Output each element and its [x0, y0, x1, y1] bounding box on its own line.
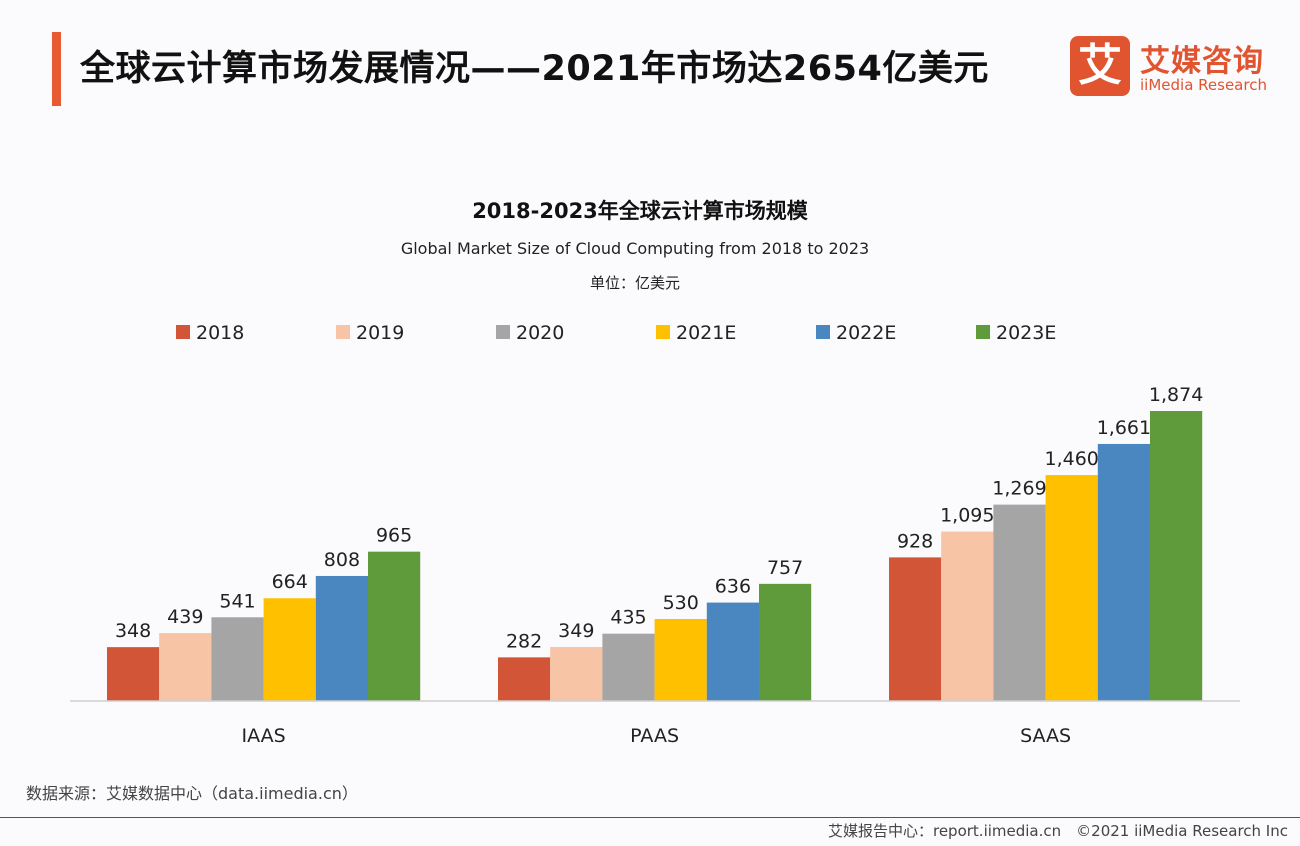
legend-label-2023E: 2023E: [996, 322, 1056, 344]
chart-unit: 单位：亿美元: [590, 274, 680, 292]
data-label-PAAS-2018: 282: [506, 630, 542, 652]
bar-IAAS-2021E: [263, 598, 316, 701]
chart-title: 2018-2023年全球云计算市场规模: [472, 199, 809, 223]
bar-PAAS-2023E: [759, 583, 812, 701]
data-label-IAAS-2019: 439: [167, 606, 203, 628]
bar-SAAS-2023E: [1150, 411, 1203, 701]
footer-text: 艾媒报告中心：report.iimedia.cn ©2021 iiMedia R…: [827, 822, 1288, 840]
data-label-IAAS-2020: 541: [219, 590, 255, 612]
legend-swatch-2021E: [656, 325, 670, 339]
legend-swatch-2018: [176, 325, 190, 339]
legend-swatch-2020: [496, 325, 510, 339]
data-label-SAAS-2023E: 1,874: [1149, 384, 1203, 406]
data-label-IAAS-2018: 348: [115, 620, 151, 642]
data-label-SAAS-2022E: 1,661: [1097, 417, 1151, 439]
x-tick-label-SAAS: SAAS: [1020, 725, 1071, 747]
title-accent-bar: [52, 32, 61, 106]
data-label-PAAS-2023E: 757: [767, 557, 803, 579]
bar-PAAS-2018: [498, 657, 551, 701]
bar-SAAS-2021E: [1045, 475, 1098, 701]
bar-SAAS-2018: [889, 557, 942, 701]
bar-IAAS-2023E: [368, 551, 421, 701]
legend-swatch-2023E: [976, 325, 990, 339]
legend-label-2021E: 2021E: [676, 322, 736, 344]
data-label-PAAS-2022E: 636: [715, 576, 751, 598]
data-label-SAAS-2020: 1,269: [992, 478, 1046, 500]
bar-PAAS-2020: [602, 633, 655, 701]
legend-swatch-2019: [336, 325, 350, 339]
bar-IAAS-2018: [107, 647, 160, 701]
legend-label-2018: 2018: [196, 322, 244, 344]
legend: 2018 2019 2020 2021E 2022E 2023E: [176, 322, 1056, 344]
data-label-PAAS-2019: 349: [558, 620, 594, 642]
bar-SAAS-2020: [993, 504, 1046, 701]
brand-logo: 艾 艾媒咨询 iiMedia Research: [1070, 36, 1290, 102]
legend-label-2022E: 2022E: [836, 322, 896, 344]
x-tick-label-PAAS: PAAS: [630, 725, 679, 747]
logo-text-cn: 艾媒咨询: [1140, 44, 1264, 79]
bar-PAAS-2019: [550, 646, 603, 701]
footer-divider: [0, 817, 1300, 818]
data-label-SAAS-2021E: 1,460: [1044, 448, 1098, 470]
data-label-IAAS-2023E: 965: [376, 525, 412, 547]
bar-SAAS-2019: [941, 531, 994, 701]
bar-PAAS-2021E: [654, 618, 707, 701]
data-label-SAAS-2018: 928: [897, 530, 933, 552]
x-tick-label-IAAS: IAAS: [241, 725, 285, 747]
legend-label-2020: 2020: [516, 322, 564, 344]
legend-swatch-2022E: [816, 325, 830, 339]
legend-label-2019: 2019: [356, 322, 404, 344]
data-label-IAAS-2022E: 808: [324, 549, 360, 571]
data-source: 数据来源：艾媒数据中心（data.iimedia.cn）: [26, 784, 358, 803]
chart-subtitle: Global Market Size of Cloud Computing fr…: [401, 239, 869, 258]
data-label-PAAS-2021E: 530: [663, 592, 699, 614]
page-title: 全球云计算市场发展情况——2021年市场达2654亿美元: [80, 49, 989, 89]
x-axis-labels: IAAS PAAS SAAS: [241, 725, 1071, 747]
bar-PAAS-2022E: [706, 602, 759, 701]
data-label-PAAS-2020: 435: [610, 607, 646, 629]
bar-IAAS-2022E: [315, 575, 368, 701]
bar-SAAS-2022E: [1097, 443, 1150, 701]
bars: 348 439 541 664 808 965 282 349 435 530 636 757 928 1…: [107, 384, 1203, 701]
data-label-IAAS-2021E: 664: [272, 571, 308, 593]
data-label-SAAS-2019: 1,095: [940, 505, 994, 527]
logo-mark: 艾: [1070, 36, 1130, 96]
logo-text-en: iiMedia Research: [1140, 76, 1267, 94]
bar-IAAS-2020: [211, 617, 264, 701]
bar-IAAS-2019: [159, 633, 212, 701]
